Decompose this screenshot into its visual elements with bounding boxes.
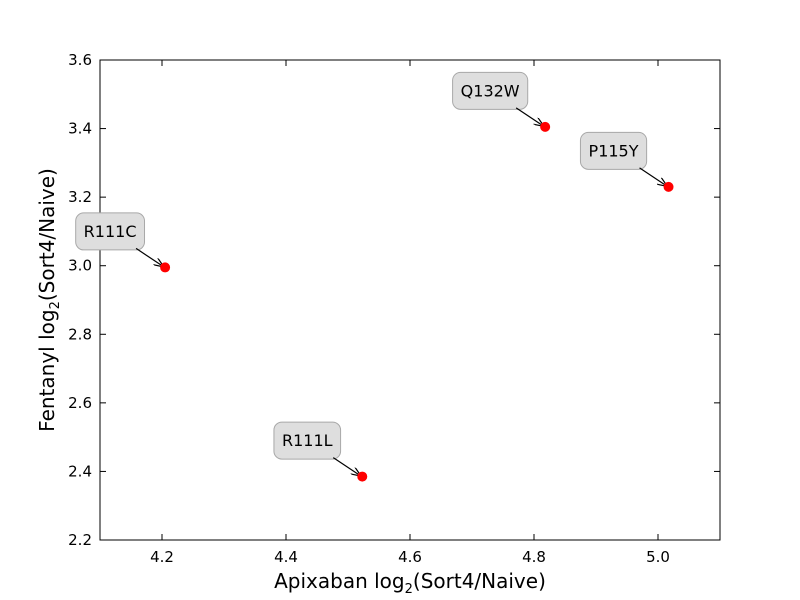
annotation-box [75, 212, 146, 251]
annotation-box [579, 131, 648, 170]
data-point-r111c [160, 262, 171, 273]
x-tick-label: 4.8 [522, 548, 546, 566]
x-axis-label-subscript: 2 [405, 582, 413, 597]
annotation-label: P115Y [589, 141, 639, 160]
annotation-arrow [332, 457, 360, 476]
y-tick-label: 3.0 [68, 257, 92, 275]
x-axis-label-suffix: (Sort4/Naive) [413, 569, 546, 593]
y-axis-label-subscript: 2 [48, 301, 63, 309]
x-tick-label: 4.2 [150, 548, 174, 566]
annotation-label: R111C [84, 222, 137, 241]
x-axis-label-prefix: Apixaban log [274, 569, 405, 593]
data-point-p115y [663, 181, 674, 192]
annotation-box [273, 421, 342, 460]
x-tick-label: 5.0 [646, 548, 670, 566]
data-point-q132w [540, 121, 551, 132]
y-tick-label: 3.2 [68, 188, 92, 206]
y-tick-label: 3.6 [68, 51, 92, 69]
annotation-r111l: R111L [273, 421, 360, 476]
annotation-label: Q132W [461, 81, 520, 100]
annotation-box [452, 71, 529, 110]
y-tick-label: 2.6 [68, 394, 92, 412]
y-tick-label: 2.2 [68, 531, 92, 549]
x-tick-label: 4.6 [398, 548, 422, 566]
annotation-p115y: P115Y [579, 131, 667, 186]
ticks-layer: 4.2 4.4 4.6 4.8 5.0 2.2 2.4 2.6 2.8 3.0 3.2 3.4 3.6 [68, 51, 720, 566]
annotation-arrow [639, 167, 667, 186]
annotation-q132w: Q132W [452, 71, 544, 126]
annotation-label: R111L [282, 431, 333, 450]
annotation-arrow [515, 107, 543, 126]
points-layer [160, 121, 674, 482]
y-axis-label-prefix: Fentanyl log [35, 309, 59, 431]
y-axis-label: Fentanyl log2(Sort4/Naive) [35, 168, 63, 432]
data-point-r111l [357, 471, 368, 482]
x-tick-label: 4.4 [274, 548, 298, 566]
annotation-arrow [135, 247, 163, 266]
annotation-r111c: R111C [75, 212, 163, 266]
annotations-layer: R111C R111L Q132W P115Y [75, 71, 667, 476]
x-axis-label: Apixaban log2(Sort4/Naive) [274, 569, 546, 597]
y-tick-label: 2.4 [68, 462, 92, 480]
y-tick-label: 2.8 [68, 325, 92, 343]
y-axis-label-suffix: (Sort4/Naive) [35, 168, 59, 301]
y-tick-label: 3.4 [68, 120, 92, 138]
